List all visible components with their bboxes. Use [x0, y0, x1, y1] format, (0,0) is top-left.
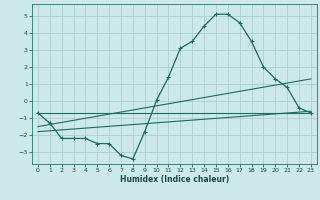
X-axis label: Humidex (Indice chaleur): Humidex (Indice chaleur) [120, 175, 229, 184]
